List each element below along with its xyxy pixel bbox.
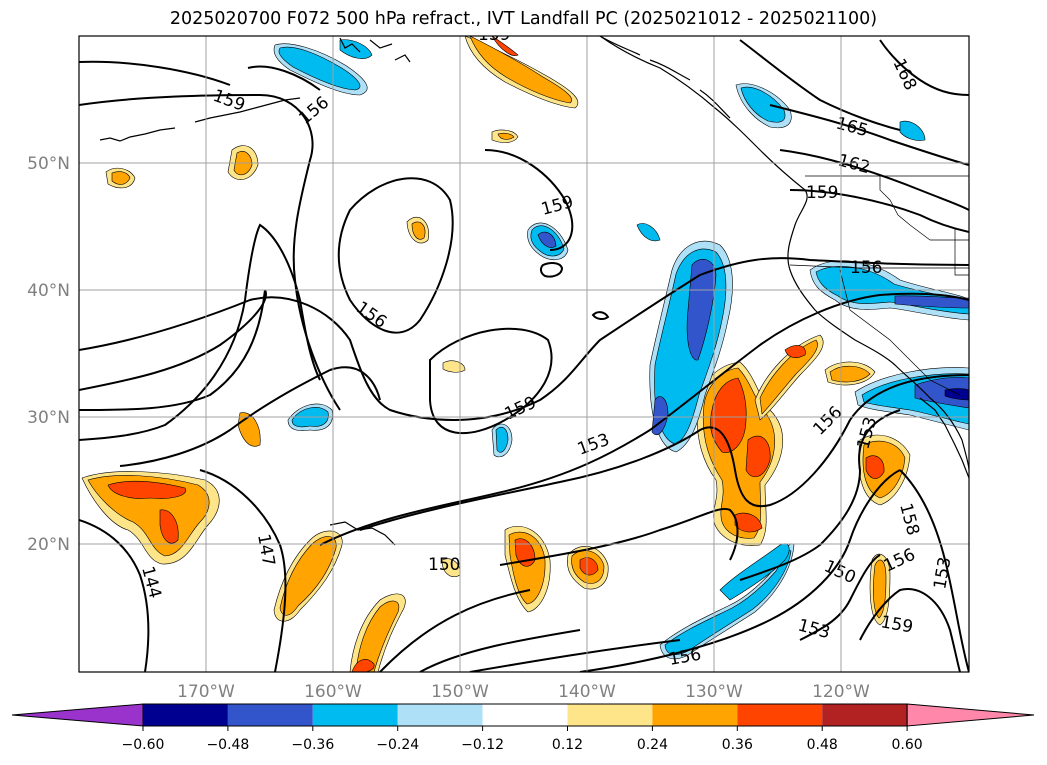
colorbar-label: −0.60	[122, 737, 165, 753]
colorbar-segment	[227, 704, 313, 726]
colorbar-segment	[312, 704, 398, 726]
coastlines	[99, 36, 969, 546]
colorbar-label: 0.60	[892, 737, 923, 753]
contour-label: 159	[806, 183, 838, 203]
colorbar-extend-max	[906, 703, 1035, 727]
map-title: 2025020700 F072 500 hPa refract., IVT La…	[169, 9, 878, 29]
colorbar-segment	[567, 704, 653, 726]
latitude-label: 40°N	[27, 281, 70, 301]
longitude-label: 160°W	[304, 682, 362, 702]
colorbar-label: 0.24	[637, 737, 668, 753]
longitude-label: 120°W	[812, 682, 870, 702]
contour-label: 159	[478, 25, 510, 45]
contour-label: 150	[428, 555, 460, 575]
contour-label: 156	[850, 258, 882, 278]
colorbar-label: −0.12	[461, 737, 504, 753]
plot-frame	[78, 35, 970, 673]
colorbar-segment	[143, 704, 228, 726]
colorbar-frame	[142, 703, 908, 727]
longitude-label: 130°W	[685, 682, 743, 702]
political-boundaries	[789, 175, 969, 396]
colorbar-label: −0.48	[206, 737, 249, 753]
gridlines	[79, 36, 969, 672]
colorbar: −0.60 −0.48 −0.36 −0.24 −0.12 0.12 0.24 0.36 0.4…	[11, 703, 1035, 753]
longitude-label: 150°W	[431, 682, 489, 702]
contours	[79, 39, 969, 672]
colorbar-label: 0.36	[722, 737, 753, 753]
colorbar-segment	[482, 704, 568, 726]
colorbar-segment	[397, 704, 483, 726]
longitude-label: 140°W	[558, 682, 616, 702]
colorbar-label: 0.12	[552, 737, 583, 753]
latitude-label: 30°N	[27, 408, 70, 428]
colorbar-extend-min	[11, 703, 144, 727]
longitude-label: 170°W	[177, 682, 235, 702]
colorbar-label: 0.48	[807, 737, 838, 753]
colorbar-segment	[737, 704, 823, 726]
colorbar-label: −0.36	[291, 737, 334, 753]
latitude-labels: 50°N 40°N 30°N 20°N	[27, 154, 70, 555]
latitude-label: 20°N	[27, 535, 70, 555]
colorbar-label: −0.24	[376, 737, 419, 753]
latitude-label: 50°N	[27, 154, 70, 174]
colorbar-segment	[822, 704, 908, 726]
longitude-labels: 170°W 160°W 150°W 140°W 130°W 120°W	[177, 682, 870, 702]
colorbar-segment	[652, 704, 738, 726]
